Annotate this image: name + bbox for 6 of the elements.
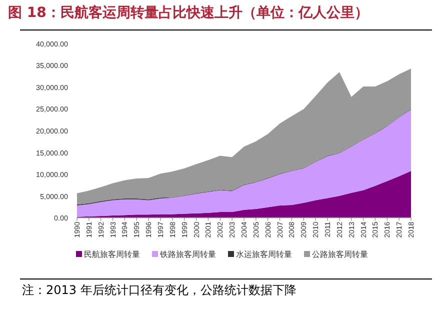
legend-label: 民航旅客周转量 xyxy=(84,250,140,259)
legend-label: 铁路旅客周转量 xyxy=(159,250,216,259)
legend-label: 公路旅客周转量 xyxy=(312,250,368,259)
legend-label: 水运旅客周转量 xyxy=(236,250,292,259)
chart-title: 图 18：民航客运周转量占比快速上升（单位：亿人公里） xyxy=(8,4,370,22)
text: 注：2013 年后统计口径有变化，公路统计数据下降 xyxy=(22,282,298,299)
